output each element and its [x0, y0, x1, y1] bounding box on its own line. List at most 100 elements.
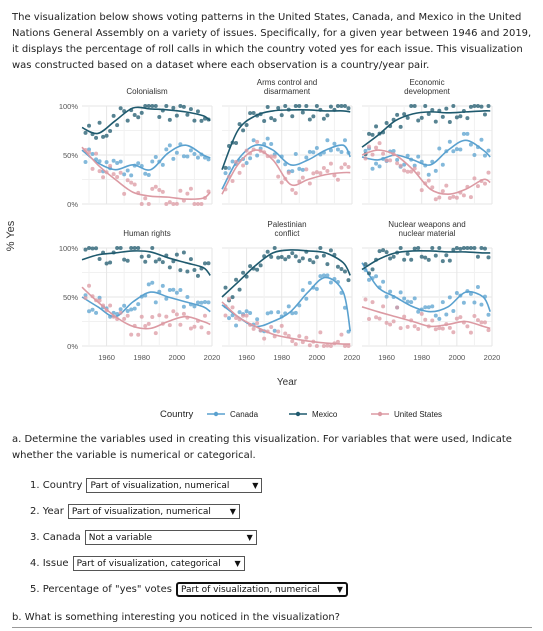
x-tick-label: 2000	[169, 353, 186, 362]
question-label: 2. Year	[30, 506, 64, 517]
data-point	[202, 300, 207, 305]
question-row-percentage: 5. Percentage of "yes" votes Part of vis…	[30, 582, 348, 597]
data-point	[178, 322, 183, 327]
data-point	[206, 300, 211, 305]
data-point	[136, 332, 141, 337]
data-point	[486, 255, 491, 260]
year-select[interactable]: Part of visualization, numerical ▼	[67, 504, 240, 519]
data-point	[454, 115, 459, 120]
data-point	[146, 254, 151, 259]
question-row-canada: 3. Canada Not a variable ▼	[30, 530, 257, 545]
data-point	[458, 114, 463, 119]
data-point	[388, 289, 393, 294]
legend-key-point	[213, 411, 219, 417]
data-point	[265, 311, 270, 316]
data-point	[433, 168, 438, 173]
question-label: 3. Canada	[30, 532, 81, 543]
data-point	[447, 120, 452, 125]
data-point	[307, 280, 312, 285]
series-line	[221, 301, 351, 345]
percentage-select[interactable]: Part of visualization, numerical ▼	[175, 582, 348, 597]
data-point	[314, 344, 319, 348]
country-select[interactable]: Part of visualization, numerical ▼	[86, 478, 263, 493]
data-point	[223, 171, 228, 176]
data-point	[171, 287, 176, 292]
data-point	[367, 131, 372, 136]
data-point	[444, 312, 449, 317]
data-point	[472, 104, 477, 108]
data-point	[405, 251, 410, 256]
data-point	[472, 246, 477, 250]
data-point	[342, 344, 347, 348]
facet-title: Nuclear weapons and	[388, 220, 465, 229]
data-point	[458, 147, 463, 152]
data-point	[332, 141, 337, 146]
data-point	[384, 320, 389, 325]
facet-panel: Human rights 0% 50% 100% 1960 1980 2000 2020	[59, 229, 221, 362]
canada-select[interactable]: Not a variable ▼	[84, 530, 257, 545]
data-point	[251, 111, 256, 116]
answer-box-edge[interactable]	[12, 627, 532, 631]
data-point	[139, 254, 144, 259]
data-point	[188, 257, 193, 262]
data-point	[444, 106, 449, 111]
data-point	[276, 105, 281, 110]
data-point	[181, 104, 186, 109]
data-point	[143, 104, 148, 108]
data-point	[223, 165, 228, 170]
issue-select[interactable]: Part of visualization, categorical ▼	[72, 556, 245, 571]
data-point	[293, 254, 298, 259]
data-point	[178, 104, 183, 108]
data-point	[248, 111, 253, 116]
data-point	[447, 258, 452, 263]
data-point	[199, 325, 204, 330]
data-point	[185, 269, 190, 274]
data-point	[465, 324, 470, 329]
data-point	[468, 246, 473, 250]
data-point	[440, 162, 445, 167]
data-point	[276, 255, 281, 260]
data-point	[293, 342, 298, 347]
data-point	[381, 151, 386, 156]
data-point	[206, 261, 211, 266]
data-point	[97, 257, 102, 262]
data-point	[167, 265, 172, 270]
data-point	[370, 152, 375, 157]
data-point	[304, 296, 309, 301]
data-point	[300, 110, 305, 115]
legend-title: Country	[160, 409, 194, 420]
data-point	[283, 104, 288, 108]
data-point	[475, 318, 480, 323]
data-point	[377, 249, 382, 254]
data-point	[272, 154, 277, 159]
data-point	[321, 116, 326, 121]
data-point	[90, 151, 95, 156]
data-point	[125, 313, 130, 318]
data-point	[227, 316, 232, 321]
series-line	[81, 106, 211, 135]
data-point	[433, 197, 438, 202]
data-point	[307, 258, 312, 263]
data-point	[398, 326, 403, 331]
data-point	[451, 330, 456, 335]
data-point	[409, 257, 414, 262]
data-point	[87, 246, 92, 250]
data-point	[248, 311, 253, 316]
data-point	[276, 159, 281, 164]
data-point	[300, 288, 305, 293]
data-point	[230, 179, 235, 184]
data-point	[279, 180, 284, 185]
data-point	[181, 154, 186, 159]
data-point	[167, 287, 172, 292]
data-point	[412, 324, 417, 329]
data-point	[283, 257, 288, 262]
data-point	[430, 318, 435, 323]
data-point	[388, 322, 393, 327]
data-point	[129, 246, 134, 251]
data-point	[129, 180, 134, 185]
data-point	[335, 104, 340, 108]
series-line	[361, 149, 491, 196]
data-point	[391, 254, 396, 259]
